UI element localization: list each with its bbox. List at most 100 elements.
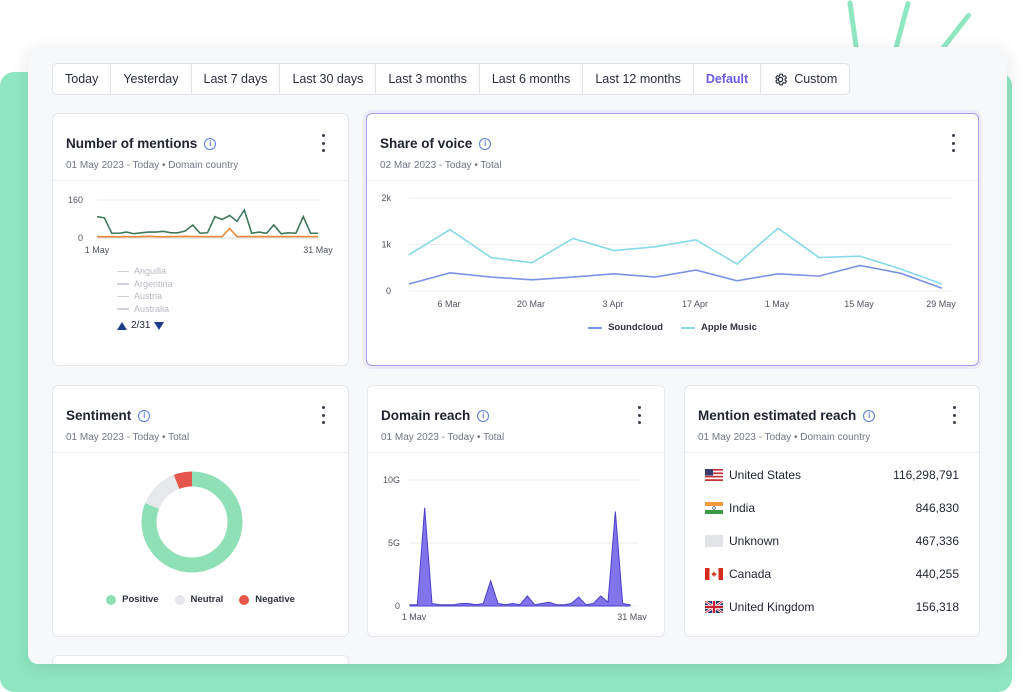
x-tick-label: 29 May xyxy=(926,299,956,309)
divider xyxy=(53,180,348,181)
info-icon[interactable]: i xyxy=(477,409,490,422)
country-name: Canada xyxy=(729,566,772,581)
more-options-icon[interactable] xyxy=(318,406,328,424)
x-tick-label: 3 Apr xyxy=(602,299,623,309)
card-title-text: Number of mentions xyxy=(66,136,198,151)
info-icon[interactable]: i xyxy=(863,409,876,422)
pager-text: 2/31 xyxy=(131,320,151,331)
tab-label: Custom xyxy=(794,72,838,86)
y-tick-label: 10G xyxy=(383,475,400,485)
card-title: Share of voice i xyxy=(380,136,492,151)
y-tick-label: 1k xyxy=(381,240,391,250)
card-title-text: Mention estimated reach xyxy=(698,408,857,423)
country-name: United Kingdom xyxy=(729,599,815,614)
legend-item-positive[interactable]: Positive xyxy=(106,594,159,605)
list-item[interactable]: Unknown 467,336 xyxy=(705,524,959,557)
tab-label: Yesterday xyxy=(123,72,179,86)
divider xyxy=(53,452,348,453)
list-item[interactable]: India 846,830 xyxy=(705,491,959,524)
mentions-card: Number of mentions i 01 May 2023 - Today … xyxy=(52,113,349,366)
tab-default[interactable]: Default xyxy=(694,64,762,94)
tab-custom[interactable]: Custom xyxy=(761,64,849,94)
donut-slice xyxy=(141,471,243,573)
legend-item[interactable]: Austria xyxy=(117,290,173,303)
tab-label: Default xyxy=(705,72,749,86)
card-subtitle: 02 Mar 2023 - Today • Total xyxy=(380,160,502,171)
divider xyxy=(367,180,978,181)
sentiment-donut-chart xyxy=(141,471,243,573)
uk-flag-icon xyxy=(705,600,723,613)
tab-label: Last 6 months xyxy=(491,72,571,86)
x-tick-label: 15 May xyxy=(844,299,874,309)
legend-item-negative[interactable]: Negative xyxy=(239,594,295,605)
estimated-reach-card: Mention estimated reach i 01 May 2023 - T… xyxy=(684,385,980,637)
mentions-legend: Anguilla Argentina Austria Australia xyxy=(117,265,173,315)
y-tick-label: 0 xyxy=(386,286,391,296)
more-options-icon[interactable] xyxy=(948,134,958,152)
country-name: India xyxy=(729,500,756,515)
series-line xyxy=(408,264,943,289)
reach-value: 116,298,791 xyxy=(893,467,959,482)
pager-up-icon[interactable] xyxy=(117,321,127,330)
tab-last-12-months[interactable]: Last 12 months xyxy=(583,64,694,94)
tab-last-30-days[interactable]: Last 30 days xyxy=(280,64,377,94)
list-item[interactable]: United Kingdom 156,318 xyxy=(705,590,959,623)
series-line xyxy=(96,227,318,238)
tab-last-3-months[interactable]: Last 3 months xyxy=(376,64,480,94)
legend-label: Anguilla xyxy=(134,266,167,277)
legend-label: Soundcloud xyxy=(608,322,663,333)
legend-label: Australia xyxy=(134,303,170,314)
tab-last-7-days[interactable]: Last 7 days xyxy=(192,64,281,94)
legend-item-apple-music[interactable]: Apple Music xyxy=(680,322,757,333)
x-tick-label: 1 May xyxy=(402,612,427,620)
legend-pager: 2/31 xyxy=(117,320,165,331)
tab-yesterday[interactable]: Yesterday xyxy=(111,64,192,94)
list-item[interactable]: Canada 440,255 xyxy=(705,557,959,590)
mentions-chart: 160 01 May 31 May xyxy=(68,195,333,255)
tab-last-6-months[interactable]: Last 6 months xyxy=(480,64,584,94)
dashboard-panel: Today Yesterday Last 7 days Last 30 days… xyxy=(28,47,1007,664)
x-tick-label: 1 May xyxy=(765,299,790,309)
us-flag-icon xyxy=(705,468,723,481)
legend-item[interactable]: Argentina xyxy=(117,278,173,291)
series-line xyxy=(408,227,943,285)
legend-item-soundcloud[interactable]: Soundcloud xyxy=(588,322,663,333)
list-item[interactable]: United States 116,298,791 xyxy=(705,458,959,491)
card-title: Domain reach i xyxy=(381,408,490,423)
card-title: Sentiment i xyxy=(66,408,151,423)
reach-value: 440,255 xyxy=(915,566,959,581)
info-icon[interactable]: i xyxy=(204,137,217,150)
sentiment-card: Sentiment i 01 May 2023 - Today • Total P… xyxy=(52,385,349,637)
card-subtitle: 01 May 2023 - Today • Domain country xyxy=(66,160,239,171)
country-name: United States xyxy=(729,467,802,482)
x-tick-label: 31 May xyxy=(303,245,333,255)
tab-label: Today xyxy=(65,72,99,86)
x-tick-label: 1 May xyxy=(85,245,110,255)
sentiment-legend: Positive Neutral Negative xyxy=(53,594,348,605)
more-options-icon[interactable] xyxy=(634,406,644,424)
x-tick-label: 20 Mar xyxy=(517,299,545,309)
legend-label: Negative xyxy=(255,594,295,605)
tab-label: Last 30 days xyxy=(292,72,364,86)
info-icon[interactable]: i xyxy=(138,409,151,422)
pager-down-icon[interactable] xyxy=(154,321,165,330)
info-icon[interactable]: i xyxy=(479,137,492,150)
legend-item[interactable]: Anguilla xyxy=(117,265,173,278)
share-of-voice-legend: Soundcloud Apple Music xyxy=(367,322,978,333)
legend-item[interactable]: Australia xyxy=(117,303,173,316)
y-tick-label: 5G xyxy=(388,538,400,548)
reach-value: 846,830 xyxy=(915,500,959,515)
divider xyxy=(685,452,979,453)
more-options-icon[interactable] xyxy=(318,134,328,152)
legend-label: Neutral xyxy=(190,594,224,605)
legend-item-neutral[interactable]: Neutral xyxy=(174,594,224,605)
tab-today[interactable]: Today xyxy=(53,64,112,94)
x-tick-label: 17 Apr xyxy=(682,299,708,309)
more-options-icon[interactable] xyxy=(949,406,959,424)
y-tick-label: 2k xyxy=(381,193,391,203)
unknown-flag-icon xyxy=(705,534,723,547)
card-title-text: Domain reach xyxy=(381,408,471,423)
card-subtitle: 01 May 2023 - Today • Total xyxy=(381,432,505,443)
legend-label: Austria xyxy=(134,291,163,302)
